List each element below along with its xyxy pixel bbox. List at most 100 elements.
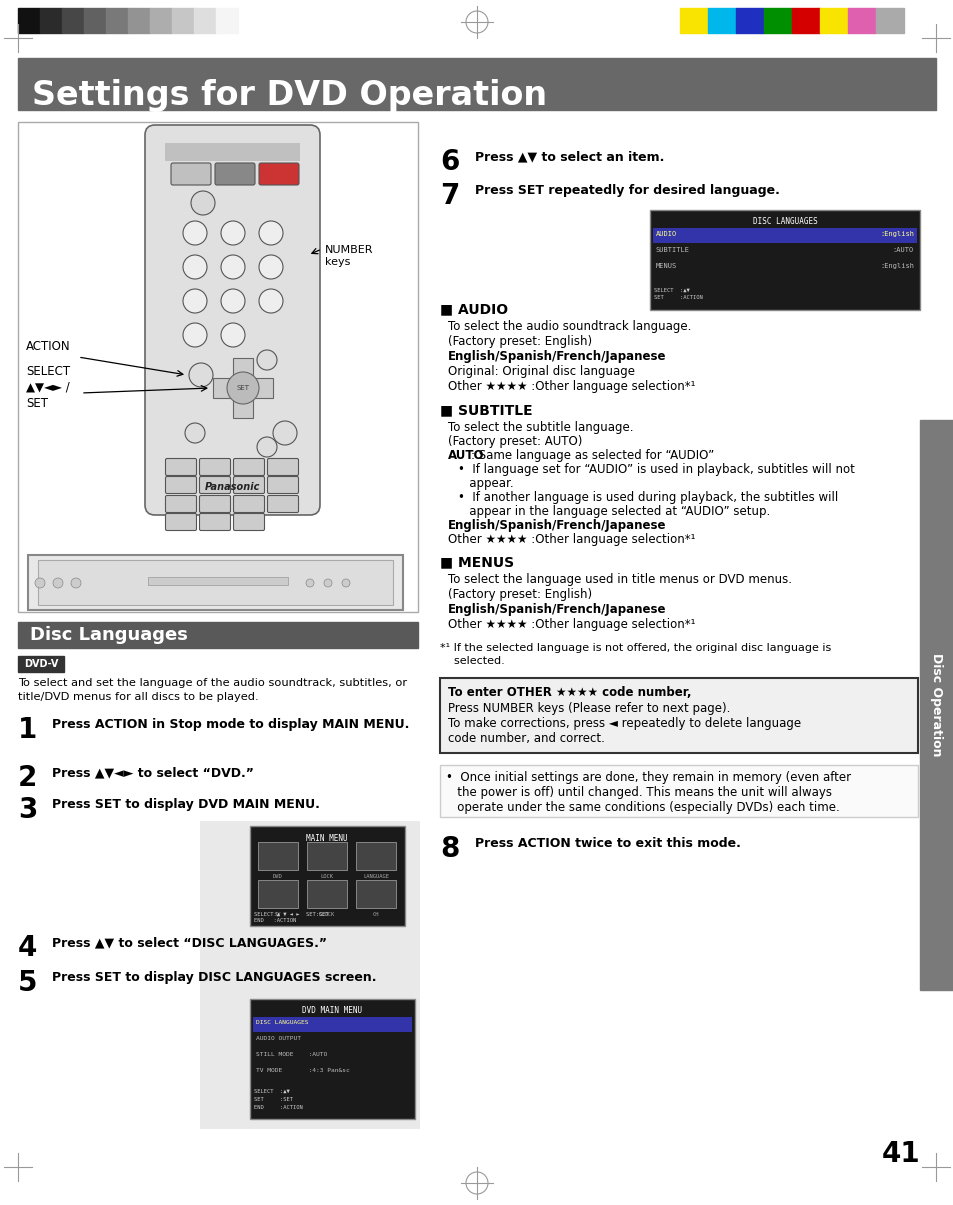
Text: Press ACTION twice to exit this mode.: Press ACTION twice to exit this mode. <box>475 837 740 850</box>
Text: END   :ACTION: END :ACTION <box>253 918 296 923</box>
Bar <box>257 842 297 870</box>
Text: MENUS: MENUS <box>656 263 677 269</box>
Bar <box>257 880 297 909</box>
Bar <box>106 8 128 33</box>
Bar <box>213 378 233 398</box>
FancyBboxPatch shape <box>214 163 254 186</box>
Circle shape <box>341 578 350 587</box>
Bar <box>172 8 193 33</box>
Circle shape <box>258 289 283 313</box>
Bar <box>652 260 916 275</box>
FancyBboxPatch shape <box>267 495 298 512</box>
FancyBboxPatch shape <box>199 458 231 476</box>
FancyBboxPatch shape <box>171 163 211 186</box>
Circle shape <box>258 221 283 245</box>
Bar <box>307 842 347 870</box>
Circle shape <box>35 578 45 588</box>
Bar <box>233 358 253 378</box>
Bar <box>253 1017 412 1031</box>
Text: AUDIO: AUDIO <box>656 231 677 237</box>
Text: Original: Original disc language: Original: Original disc language <box>448 365 635 378</box>
FancyBboxPatch shape <box>233 458 264 476</box>
Text: the power is off) until changed. This means the unit will always: the power is off) until changed. This me… <box>446 786 831 799</box>
Text: •  If another language is used during playback, the subtitles will: • If another language is used during pla… <box>457 490 838 504</box>
Bar <box>250 999 415 1119</box>
Text: ■ AUDIO: ■ AUDIO <box>439 302 508 316</box>
Text: Press ▲▼◄► to select “DVD.”: Press ▲▼◄► to select “DVD.” <box>52 766 253 778</box>
Bar <box>707 8 735 33</box>
Circle shape <box>221 221 245 245</box>
FancyBboxPatch shape <box>233 513 264 530</box>
Text: •  Once initial settings are done, they remain in memory (even after: • Once initial settings are done, they r… <box>446 771 850 784</box>
Bar <box>18 122 417 612</box>
Bar <box>679 8 707 33</box>
Text: *¹ If the selected language is not offered, the original disc language is: *¹ If the selected language is not offer… <box>439 643 830 653</box>
Text: SELECT
▲▼◄► /
SET: SELECT ▲▼◄► / SET <box>26 365 71 410</box>
Circle shape <box>189 363 213 387</box>
Text: STILL MODE    :AUTO: STILL MODE :AUTO <box>255 1052 327 1057</box>
Bar <box>652 243 916 259</box>
Text: •  If language set for “AUDIO” is used in playback, subtitles will not: • If language set for “AUDIO” is used in… <box>457 463 854 476</box>
FancyBboxPatch shape <box>165 458 196 476</box>
Text: LOCK: LOCK <box>320 874 334 878</box>
Bar <box>652 228 916 243</box>
Bar <box>62 8 84 33</box>
Bar <box>919 421 953 991</box>
Text: appear in the language selected at “AUDIO” setup.: appear in the language selected at “AUDI… <box>457 505 769 518</box>
Text: code number, and correct.: code number, and correct. <box>448 731 604 745</box>
Bar <box>18 622 417 648</box>
Text: END     :ACTION: END :ACTION <box>253 1105 302 1110</box>
Text: To select the audio soundtrack language.: To select the audio soundtrack language. <box>448 321 691 333</box>
Text: DVD-V: DVD-V <box>24 659 58 669</box>
Text: DISC LANGUAGES: DISC LANGUAGES <box>752 217 817 227</box>
FancyBboxPatch shape <box>199 495 231 512</box>
Bar <box>250 825 405 925</box>
Bar <box>820 8 847 33</box>
Text: appear.: appear. <box>457 477 513 490</box>
Bar <box>233 398 253 418</box>
Bar <box>193 8 215 33</box>
Text: TV MODE       :4:3 Pan&sc: TV MODE :4:3 Pan&sc <box>255 1068 350 1072</box>
Text: SET     :SET: SET :SET <box>253 1097 293 1103</box>
Text: Other ★★★★ :Other language selection*¹: Other ★★★★ :Other language selection*¹ <box>448 533 695 546</box>
Circle shape <box>183 221 207 245</box>
Bar <box>791 8 820 33</box>
Bar <box>735 8 763 33</box>
Text: SELECT  :▲▼: SELECT :▲▼ <box>253 1089 290 1094</box>
Circle shape <box>183 323 207 347</box>
Circle shape <box>256 437 276 457</box>
Text: SELECT:▲ ▼ ◄ ►  SET:SET: SELECT:▲ ▼ ◄ ► SET:SET <box>253 912 329 917</box>
Text: Panasonic: Panasonic <box>204 482 259 492</box>
Text: English/Spanish/French/Japanese: English/Spanish/French/Japanese <box>448 602 666 616</box>
Bar <box>165 143 299 161</box>
Text: ■ SUBTITLE: ■ SUBTITLE <box>439 402 532 417</box>
Bar <box>148 577 288 584</box>
Text: operate under the same conditions (especially DVDs) each time.: operate under the same conditions (espec… <box>446 801 839 815</box>
Text: 4: 4 <box>18 934 37 962</box>
Circle shape <box>221 255 245 280</box>
Text: DISC LANGUAGES: DISC LANGUAGES <box>255 1019 308 1025</box>
Text: selected.: selected. <box>439 656 504 666</box>
Text: Press SET repeatedly for desired language.: Press SET repeatedly for desired languag… <box>475 184 779 196</box>
Text: 41: 41 <box>881 1140 919 1168</box>
Bar <box>355 842 395 870</box>
Text: 6: 6 <box>439 148 459 176</box>
Text: Disc Operation: Disc Operation <box>929 653 943 757</box>
FancyBboxPatch shape <box>165 495 196 512</box>
Bar <box>253 378 273 398</box>
FancyBboxPatch shape <box>199 476 231 494</box>
Circle shape <box>183 255 207 280</box>
FancyBboxPatch shape <box>233 495 264 512</box>
Circle shape <box>221 289 245 313</box>
Text: Press ▲▼ to select an item.: Press ▲▼ to select an item. <box>475 149 663 163</box>
Text: AUDIO OUTPUT: AUDIO OUTPUT <box>255 1036 301 1041</box>
Text: SELECT  :▲▼: SELECT :▲▼ <box>654 288 689 293</box>
Bar <box>84 8 106 33</box>
FancyBboxPatch shape <box>165 513 196 530</box>
Text: 7: 7 <box>439 182 459 210</box>
Bar <box>253 1050 412 1064</box>
FancyBboxPatch shape <box>165 476 196 494</box>
Bar <box>18 58 935 110</box>
Bar <box>253 1065 412 1080</box>
Circle shape <box>185 423 205 443</box>
